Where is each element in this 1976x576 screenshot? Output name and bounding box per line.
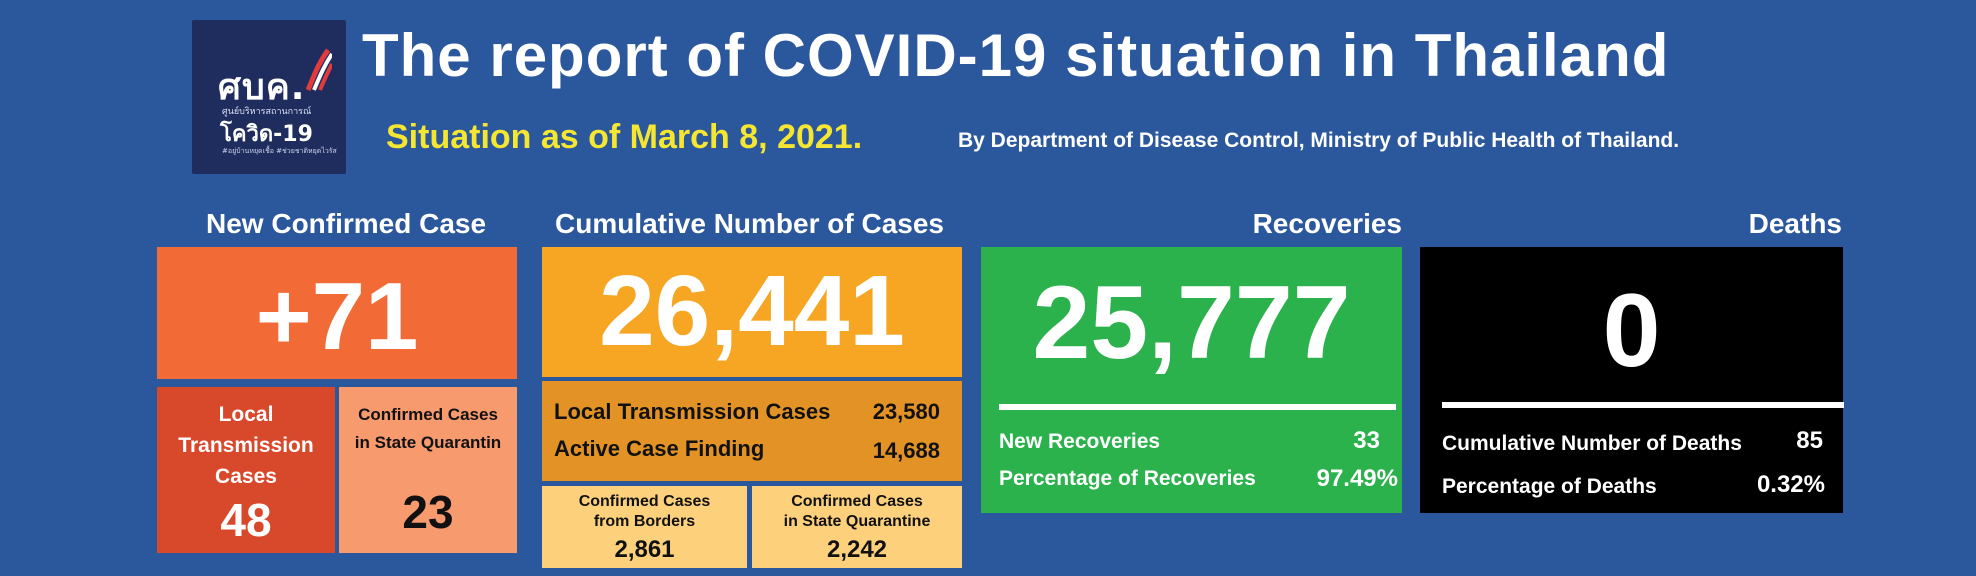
cum-quarantine-label-line1: Confirmed Cases <box>791 493 923 510</box>
death-pct-label: Percentage of Deaths <box>1442 475 1657 498</box>
recoveries-divider <box>999 404 1396 410</box>
quarantine-label-line2: in State Quarantin <box>354 433 502 452</box>
logo-line2: ศูนย์บริหารสถานการณ์ <box>222 107 312 117</box>
new-confirmed-panel: +71 <box>157 247 517 379</box>
page-title: The report of COVID-19 situation in Thai… <box>362 22 1670 89</box>
ccsa-logo: ศบค. ศูนย์บริหารสถานการณ์ โควิด-19 #อยู่… <box>192 20 346 174</box>
local-label-line2: Transmission <box>178 434 314 457</box>
deaths-panel: 0 Cumulative Number of Deaths 85 Percent… <box>1420 247 1844 513</box>
flag-ribbon-icon <box>305 48 332 91</box>
cum-quarantine-value: 2,242 <box>826 536 888 563</box>
cumulative-value: 26,441 <box>599 255 905 367</box>
cum-deaths-label: Cumulative Number of Deaths <box>1442 432 1742 455</box>
new-confirmed-heading: New Confirmed Case <box>206 208 487 239</box>
local-label-line1: Local <box>218 403 274 426</box>
recoveries-value: 25,777 <box>1032 265 1351 381</box>
recovery-pct-label: Percentage of Recoveries <box>999 467 1256 490</box>
local-label-line3: Cases <box>215 465 277 488</box>
situation-date: Situation as of March 8, 2021. <box>386 118 863 156</box>
cumulative-panel: 26,441 <box>542 247 962 377</box>
logo-line3: โควิด-19 <box>220 122 313 147</box>
cumulative-breakdown-panel: Local Transmission Cases 23,580 Active C… <box>542 381 962 481</box>
logo-abbrev: ศบค. <box>218 67 306 108</box>
quarantine-label-line1: Confirmed Cases <box>358 405 498 424</box>
cum-local-label: Local Transmission Cases <box>554 399 831 424</box>
cum-active-value: 14,688 <box>872 438 940 463</box>
cum-deaths-value: 85 <box>1796 427 1823 454</box>
new-confirmed-value: +71 <box>255 263 419 370</box>
local-value: 48 <box>220 494 272 546</box>
deaths-value: 0 <box>1602 273 1661 389</box>
borders-label-line1: Confirmed Cases <box>578 493 711 510</box>
local-transmission-panel: Local Transmission Cases 48 <box>157 387 335 553</box>
new-recoveries-label: New Recoveries <box>999 430 1161 453</box>
deaths-heading: Deaths <box>1748 208 1842 239</box>
borders-panel: Confirmed Cases from Borders 2,861 <box>542 486 747 568</box>
quarantine-value: 23 <box>402 486 454 538</box>
state-quarantine-cum-panel: Confirmed Cases in State Quarantine 2,24… <box>752 486 962 568</box>
cumulative-heading: Cumulative Number of Cases <box>555 208 944 239</box>
state-quarantine-panel: Confirmed Cases in State Quarantin 23 <box>339 387 517 553</box>
deaths-divider <box>1442 402 1844 408</box>
borders-label-line2: from Borders <box>593 513 696 530</box>
recoveries-panel: 25,777 New Recoveries 33 Percentage of R… <box>981 247 1402 513</box>
borders-value: 2,861 <box>614 536 675 563</box>
cum-local-value: 23,580 <box>872 399 940 424</box>
recoveries-heading: Recoveries <box>1252 208 1402 239</box>
recovery-pct-value: 97.49% <box>1316 465 1398 492</box>
source-byline: By Department of Disease Control, Minist… <box>958 129 1680 152</box>
cum-quarantine-label-line2: in State Quarantine <box>783 513 931 530</box>
logo-line4: #อยู่บ้านหยุดเชื้อ #ช่วยชาติหยุดไวรัส <box>222 147 337 155</box>
death-pct-value: 0.32% <box>1756 471 1825 498</box>
cum-active-label: Active Case Finding <box>554 436 765 461</box>
new-recoveries-value: 33 <box>1353 427 1380 454</box>
